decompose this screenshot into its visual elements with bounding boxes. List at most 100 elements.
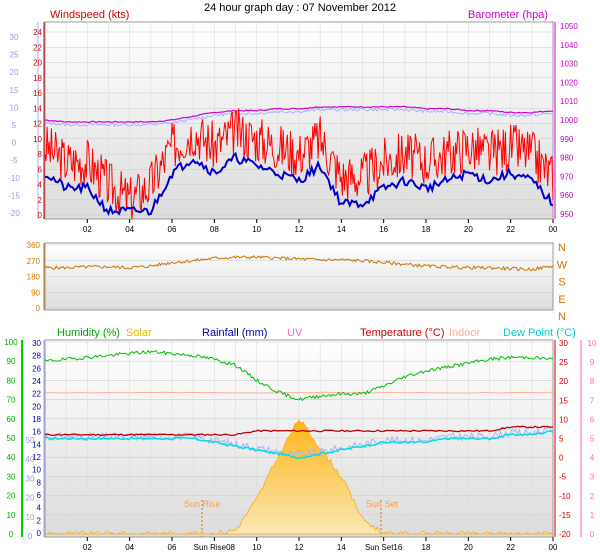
dir-tick-label: 0 <box>36 304 41 313</box>
uv-tick-label: 7 <box>590 396 595 405</box>
uv-tick-label: 1 <box>590 511 595 520</box>
solar-area <box>44 419 555 535</box>
dir-tick-label: 360 <box>27 241 41 250</box>
blue-scale-tick-label: 40 <box>26 455 35 464</box>
temp-tick-label: -20 <box>559 530 571 539</box>
wind-blue-tick-label: 25 <box>10 51 19 60</box>
uv-label: UV <box>287 327 303 339</box>
wind-blue-tick-label: 0 <box>12 139 17 148</box>
rain-tick-label: 20 <box>32 402 41 411</box>
wind-x-tick-label: 18 <box>422 225 431 234</box>
indoor-label: Indoor <box>449 327 481 339</box>
wind-red-tick-label: 16 <box>33 89 42 98</box>
barometer-line <box>44 105 554 124</box>
wind-blue-tick-label: 20 <box>10 68 19 77</box>
baro-tick-label: 990 <box>560 135 574 144</box>
wind-x-tick-label: 10 <box>252 225 261 234</box>
temp-tick-label: 10 <box>559 415 568 424</box>
wind-x-tick-label: 04 <box>125 225 134 234</box>
compass-letter: N <box>558 242 566 254</box>
rain-tick-label: 2 <box>37 516 42 525</box>
rain-tick-label: 28 <box>32 352 41 361</box>
wind-x-tick-label: 06 <box>168 225 177 234</box>
rain-tick-label: 8 <box>37 478 42 487</box>
baro-tick-label: 970 <box>560 172 574 181</box>
wind-blue-tick-label: 5 <box>12 121 17 130</box>
humidity-line <box>44 349 554 402</box>
baro-tick-label: 960 <box>560 191 574 200</box>
temp-x-tick-label: 06 <box>168 543 177 552</box>
windspeed-label: Windspeed (kts) <box>50 9 129 21</box>
wind-x-tick-label: 14 <box>337 225 346 234</box>
dewpoint-label: Dew Point (°C) <box>503 327 576 339</box>
uv-tick-label: 3 <box>590 473 595 482</box>
temp-x-tick-label: Sun Rise08 <box>194 543 236 552</box>
humidity-tick-label: 10 <box>7 511 16 520</box>
wind-blue-tick-label: 30 <box>10 33 19 42</box>
temp-x-tick-label: 00 <box>549 543 558 552</box>
wind-red-tick-label: 22 <box>33 43 42 52</box>
temperature-line <box>44 425 554 437</box>
wind-x-tick-label: 22 <box>506 225 515 234</box>
wind-x-tick-label: 20 <box>464 225 473 234</box>
baro-tick-label: 1040 <box>560 41 578 50</box>
wind-red-tick-label: 14 <box>33 104 42 113</box>
wind-red-tick-label: 24 <box>33 28 42 37</box>
temp-tick-label: -5 <box>559 473 567 482</box>
baro-tick-label: 1010 <box>560 97 578 106</box>
uv-tick-label: 5 <box>590 435 595 444</box>
rain-tick-label: 30 <box>32 339 41 348</box>
compass-letter: E <box>558 294 565 306</box>
temp-x-tick-label: 12 <box>295 543 304 552</box>
uv-tick-label: 6 <box>590 415 595 424</box>
rain-tick-label: 14 <box>32 440 41 449</box>
wind-blue-tick-label: -20 <box>8 209 20 218</box>
rain-tick-label: 24 <box>32 377 41 386</box>
baro-tick-label: 1020 <box>560 78 578 87</box>
humidity-tick-label: 90 <box>7 357 16 366</box>
uv-tick-label: 8 <box>590 377 595 386</box>
sunset-label: Sun Set <box>366 499 399 509</box>
temp-x-tick-label: 10 <box>252 543 261 552</box>
rain-tick-label: 0 <box>37 529 42 538</box>
wind-red-tick-label: 6 <box>38 165 43 174</box>
wind-x-tick-label: 02 <box>83 225 92 234</box>
baro-tick-label: 1030 <box>560 60 578 69</box>
wind-blue-tick-label: 15 <box>10 86 19 95</box>
rainfall-label: Rainfall (mm) <box>202 327 267 339</box>
light-blue-band <box>44 425 554 459</box>
wind-red-tick-label: 10 <box>33 135 42 144</box>
baro-tick-label: 980 <box>560 154 574 163</box>
temp-x-tick-label: Sun Set16 <box>365 543 403 552</box>
compass-letter: N <box>558 311 566 323</box>
temp-tick-label: -15 <box>559 511 571 520</box>
rain-tick-label: 18 <box>32 415 41 424</box>
temp-x-tick-label: 22 <box>506 543 515 552</box>
temperature-label: Temperature (°C) <box>360 327 444 339</box>
wind-x-tick-label: 08 <box>210 225 219 234</box>
temp-tick-label: 5 <box>559 435 564 444</box>
humidity-tick-label: 0 <box>9 530 14 539</box>
barometer-label: Barometer (hpa) <box>468 9 548 21</box>
uv-tick-label: 9 <box>590 358 595 367</box>
humidity-tick-label: 60 <box>7 415 16 424</box>
wind-x-tick-label: 16 <box>379 225 388 234</box>
indoor-line <box>45 391 554 394</box>
humidity-tick-label: 30 <box>7 472 16 481</box>
blue-scale-tick-label: 0 <box>28 532 33 541</box>
wind-red-tick-label: 20 <box>33 59 42 68</box>
rain-tick-label: 22 <box>32 390 41 399</box>
rain-tick-label: 26 <box>32 364 41 373</box>
wind-red-tick-label: 2 <box>38 196 43 205</box>
uv-tick-label: 10 <box>588 339 597 348</box>
wind-x-tick-label: 00 <box>549 225 558 234</box>
windspeed-line <box>44 108 554 220</box>
wind-direction-line <box>44 255 554 272</box>
temp-x-tick-label: 02 <box>83 543 92 552</box>
rain-tick-label: 10 <box>32 466 41 475</box>
wind-blue-tick-label: -15 <box>8 191 20 200</box>
blue-scale-tick-label: 10 <box>26 513 35 522</box>
rain-tick-label: 6 <box>37 491 42 500</box>
wind-red-tick-label: 18 <box>33 74 42 83</box>
